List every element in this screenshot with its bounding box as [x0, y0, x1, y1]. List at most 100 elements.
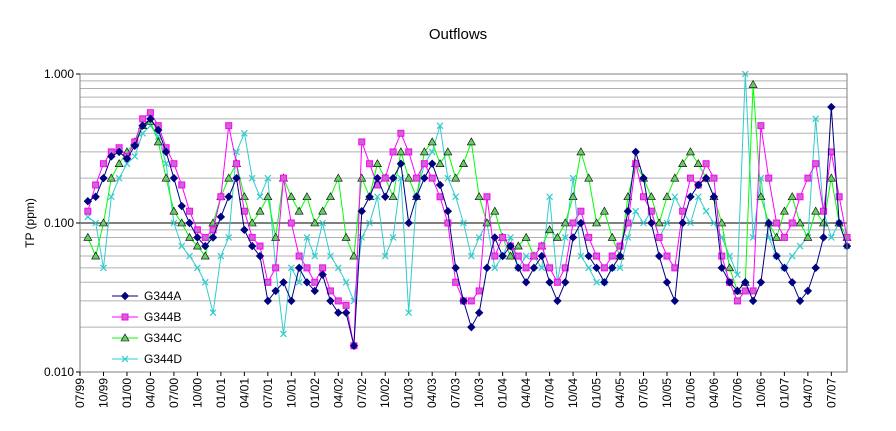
data-point-g344c	[294, 206, 304, 215]
data-point-g344a	[201, 241, 210, 251]
series-line-g344b	[87, 111, 848, 346]
data-point-g344b	[279, 174, 287, 182]
data-point-g344c	[592, 218, 602, 227]
data-point-g344c	[819, 218, 829, 227]
data-point-g344d	[467, 252, 475, 260]
data-point-g344a	[811, 263, 820, 273]
x-tick-label: 01/05	[590, 378, 604, 408]
data-point-g344c	[678, 159, 688, 168]
legend-entry-g344c: G344C	[112, 331, 182, 345]
x-tick-label: 01/06	[683, 378, 697, 408]
data-point-g344c	[466, 137, 476, 146]
data-point-g344b	[389, 148, 397, 156]
data-point-g344d	[538, 264, 546, 272]
data-point-g344b	[413, 174, 421, 182]
data-point-g344b	[749, 287, 757, 295]
x-tick-label: 04/00	[143, 378, 157, 408]
data-point-g344a	[396, 159, 406, 168]
data-point-g344a	[83, 197, 93, 206]
data-point-g344b	[616, 242, 624, 250]
data-point-g344a	[647, 218, 656, 228]
data-point-g344a	[279, 278, 288, 287]
data-point-g344c	[795, 218, 805, 227]
data-point-g344d	[577, 252, 585, 260]
x-tick-label: 07/03	[449, 378, 463, 408]
data-point-g344a	[733, 286, 742, 296]
axes: 0.010 0.100 1.000 07/99 10/99 01/00 04/00 07/00…	[44, 67, 838, 408]
data-point-g344a	[427, 159, 437, 168]
x-tick-label: 07/04	[543, 378, 557, 408]
y-axis-title: TP (ppm)	[23, 198, 37, 248]
data-point-g344d	[162, 160, 170, 168]
data-point-g344c	[552, 232, 562, 241]
data-point-g344c	[560, 218, 570, 227]
data-point-g344a	[161, 147, 171, 157]
data-point-g344b	[84, 207, 92, 215]
data-point-g344c	[779, 206, 789, 215]
data-point-g344a	[193, 233, 202, 242]
data-point-g344a	[154, 125, 163, 135]
data-point-g344b	[757, 122, 765, 130]
data-point-g344d	[585, 264, 593, 272]
data-point-g344a	[725, 278, 734, 287]
data-point-g344d	[436, 122, 444, 130]
data-point-g344b	[663, 252, 671, 260]
data-point-g344c	[302, 192, 312, 201]
legend-marker	[120, 333, 130, 342]
data-point-g344a	[694, 180, 703, 190]
data-point-g344b	[553, 278, 561, 286]
data-point-g344c	[192, 241, 202, 250]
x-tick-label: 10/04	[566, 378, 580, 408]
data-point-g344b	[295, 252, 303, 260]
data-point-g344b	[577, 207, 585, 215]
data-point-g344c	[451, 173, 461, 182]
series-line-g344d	[87, 73, 848, 335]
data-point-g344d	[123, 160, 131, 168]
data-point-g344a	[772, 251, 781, 261]
legend-label: G344A	[144, 289, 181, 303]
legend-marker	[121, 355, 129, 363]
data-point-g344c	[545, 225, 555, 234]
data-point-g344a	[662, 278, 672, 287]
data-point-g344b	[686, 174, 694, 182]
data-point-g344b	[217, 193, 225, 201]
data-point-g344c	[404, 173, 414, 182]
data-point-g344c	[333, 173, 343, 182]
x-tick-label: 07/00	[167, 378, 181, 408]
data-point-g344b	[483, 193, 491, 201]
x-tick-label: 04/01	[237, 378, 251, 408]
data-point-g344b	[499, 233, 507, 241]
data-point-g344b	[193, 226, 201, 234]
data-point-g344c	[177, 218, 187, 227]
data-point-g344d	[702, 207, 710, 215]
data-point-g344a	[91, 192, 100, 201]
data-point-g344d	[694, 193, 702, 201]
data-point-g344a	[717, 263, 726, 273]
data-point-g344b	[530, 252, 538, 260]
data-point-g344c	[106, 173, 116, 182]
data-point-g344c	[725, 263, 735, 272]
data-point-g344b	[608, 252, 616, 260]
series-line-g344c	[87, 84, 848, 292]
data-point-g344d	[334, 264, 342, 272]
data-point-g344c	[200, 251, 210, 260]
data-point-g344a	[780, 263, 789, 273]
data-point-g344a	[741, 278, 750, 287]
data-point-g344d	[107, 193, 115, 201]
data-point-g344c	[357, 173, 367, 182]
data-point-g344d	[444, 174, 452, 182]
data-point-g344b	[773, 219, 781, 227]
data-point-g344a	[334, 308, 343, 317]
data-point-g344b	[788, 219, 796, 227]
data-point-g344a	[834, 218, 844, 228]
data-point-g344d	[405, 309, 413, 317]
data-point-g344a	[318, 270, 327, 279]
data-point-g344a	[326, 296, 335, 306]
data-point-g344b	[514, 252, 522, 260]
data-point-g344a	[615, 251, 625, 261]
data-point-g344a	[498, 251, 507, 261]
data-point-g344a	[271, 286, 280, 296]
data-point-g344c	[271, 232, 281, 241]
data-point-g344c	[654, 218, 664, 227]
data-point-g344d	[303, 234, 311, 241]
